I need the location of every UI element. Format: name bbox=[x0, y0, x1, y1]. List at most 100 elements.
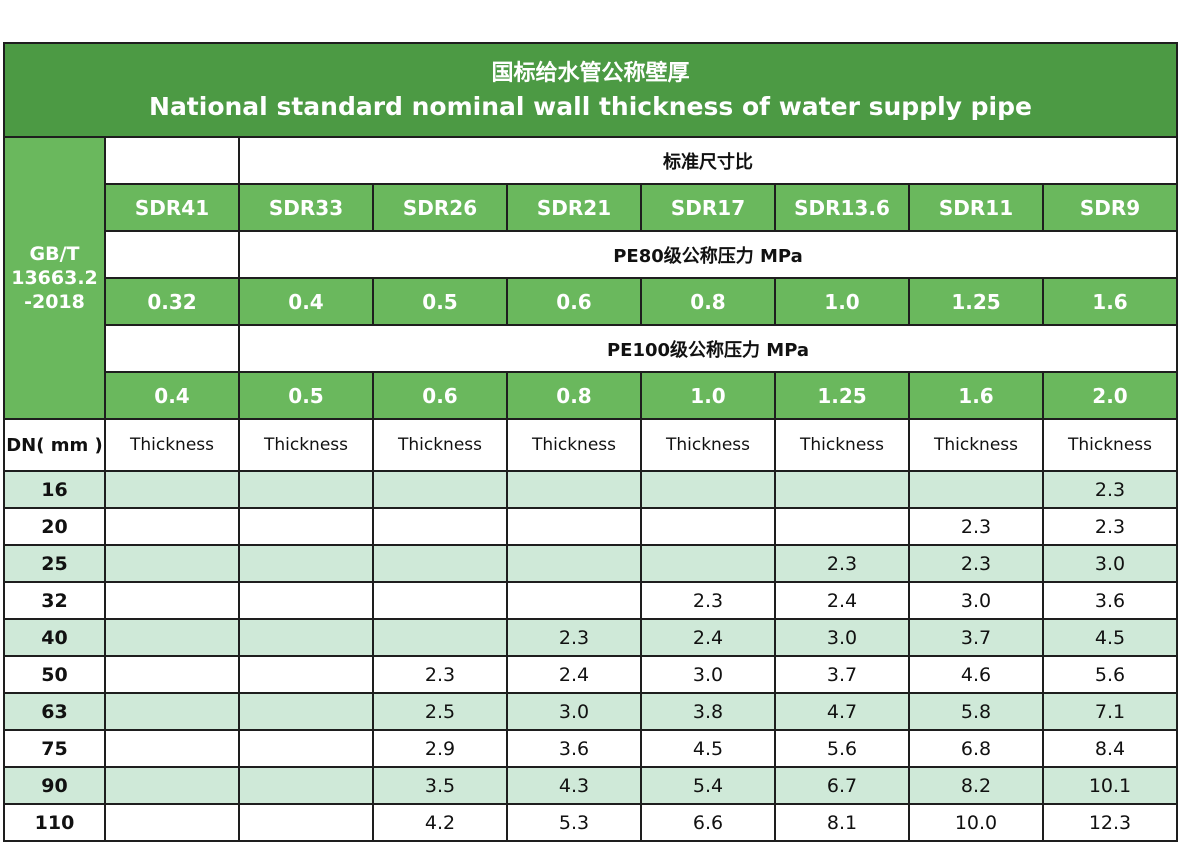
thickness-value: 2.5 bbox=[372, 692, 508, 731]
pe80-pressure-label: PE80级公称压力 MPa bbox=[237, 230, 1179, 279]
thickness-value bbox=[238, 692, 374, 731]
pe100-pressure-cell: 1.25 bbox=[774, 371, 910, 420]
thickness-value: 2.3 bbox=[1041, 470, 1179, 509]
thickness-value: 6.8 bbox=[908, 729, 1044, 768]
pe80-pressure-cell: 0.32 bbox=[104, 277, 240, 326]
thickness-value bbox=[104, 766, 240, 805]
pe80-pressure-cell: 0.8 bbox=[640, 277, 776, 326]
pe80-pressure-cell: 1.6 bbox=[1041, 277, 1179, 326]
pe80-pressure-cell: 0.4 bbox=[238, 277, 374, 326]
sdr-cell: SDR21 bbox=[506, 183, 642, 232]
table-row: 50 2.3 2.4 3.0 3.7 4.6 5.6 bbox=[3, 655, 1179, 694]
thickness-value bbox=[104, 507, 240, 546]
table-row: 16 2.3 bbox=[3, 470, 1179, 509]
thickness-value: 4.3 bbox=[506, 766, 642, 805]
sdr-cell: SDR26 bbox=[372, 183, 508, 232]
sdr-cell: SDR17 bbox=[640, 183, 776, 232]
table-row: 63 2.5 3.0 3.8 4.7 5.8 7.1 bbox=[3, 692, 1179, 731]
thickness-value: 5.6 bbox=[774, 729, 910, 768]
thickness-value: 5.6 bbox=[1041, 655, 1179, 694]
dn-cell: 63 bbox=[3, 692, 106, 731]
thickness-value bbox=[372, 581, 508, 620]
sdr-cell: SDR9 bbox=[1041, 183, 1179, 232]
thickness-column-label: Thickness bbox=[774, 418, 910, 472]
pe80-pressure-cell: 1.0 bbox=[774, 277, 910, 326]
thickness-value bbox=[104, 470, 240, 509]
dn-cell: 20 bbox=[3, 507, 106, 546]
table-row: 110 4.2 5.3 6.6 8.1 10.0 12.3 bbox=[3, 803, 1179, 842]
thickness-value: 3.8 bbox=[640, 692, 776, 731]
thickness-value bbox=[908, 470, 1044, 509]
thickness-value bbox=[640, 544, 776, 583]
pe100-pressure-cell: 0.8 bbox=[506, 371, 642, 420]
thickness-column-label: Thickness bbox=[104, 418, 240, 472]
thickness-value bbox=[506, 507, 642, 546]
pe80-pressure-row: 0.32 0.4 0.5 0.6 0.8 1.0 1.25 1.6 bbox=[4, 277, 1179, 326]
thickness-value: 2.3 bbox=[640, 581, 776, 620]
thickness-value bbox=[372, 470, 508, 509]
blank-cell bbox=[104, 230, 240, 279]
dn-cell: 40 bbox=[3, 618, 106, 657]
thickness-value: 6.7 bbox=[774, 766, 910, 805]
dn-cell: 16 bbox=[3, 470, 106, 509]
thickness-column-label: Thickness bbox=[908, 418, 1044, 472]
dn-cell: 90 bbox=[3, 766, 106, 805]
thickness-value: 4.5 bbox=[1041, 618, 1179, 657]
thickness-column-label: Thickness bbox=[372, 418, 508, 472]
thickness-value: 3.0 bbox=[1041, 544, 1179, 583]
thickness-value bbox=[506, 544, 642, 583]
wall-thickness-table-container: 国标给水管公称壁厚 National standard nominal wall… bbox=[2, 42, 1179, 842]
dn-cell: 50 bbox=[3, 655, 106, 694]
thickness-column-label: Thickness bbox=[640, 418, 776, 472]
table-row: 40 2.3 2.4 3.0 3.7 4.5 bbox=[3, 618, 1179, 657]
thickness-value: 2.3 bbox=[506, 618, 642, 657]
title-chinese: 国标给水管公称壁厚 bbox=[491, 61, 690, 86]
blank-cell bbox=[104, 324, 240, 373]
thickness-value: 7.1 bbox=[1041, 692, 1179, 731]
thickness-value bbox=[238, 507, 374, 546]
blank-cell bbox=[104, 136, 240, 185]
sdr-cell: SDR33 bbox=[238, 183, 374, 232]
thickness-value: 4.6 bbox=[908, 655, 1044, 694]
thickness-header-row: DN( mm ) Thickness Thickness Thickness Thic… bbox=[3, 418, 1179, 472]
dn-cell: 110 bbox=[3, 803, 106, 842]
pe80-pressure-cell: 1.25 bbox=[908, 277, 1044, 326]
table-row: 90 3.5 4.3 5.4 6.7 8.2 10.1 bbox=[3, 766, 1179, 805]
thickness-value bbox=[104, 803, 240, 842]
thickness-value bbox=[372, 618, 508, 657]
thickness-value: 3.6 bbox=[1041, 581, 1179, 620]
thickness-value: 3.0 bbox=[640, 655, 776, 694]
table-row: 32 2.3 2.4 3.0 3.6 bbox=[3, 581, 1179, 620]
pe100-pressure-label: PE100级公称压力 MPa bbox=[237, 324, 1179, 373]
pe80-pressure-cell: 0.5 bbox=[372, 277, 508, 326]
thickness-value: 2.3 bbox=[908, 507, 1044, 546]
thickness-value: 2.4 bbox=[640, 618, 776, 657]
thickness-value bbox=[372, 544, 508, 583]
thickness-value: 2.3 bbox=[372, 655, 508, 694]
thickness-value bbox=[774, 507, 910, 546]
thickness-value: 8.4 bbox=[1041, 729, 1179, 768]
thickness-value: 6.6 bbox=[640, 803, 776, 842]
thickness-value: 2.9 bbox=[372, 729, 508, 768]
thickness-value: 3.0 bbox=[506, 692, 642, 731]
thickness-value bbox=[640, 470, 776, 509]
pe100-pressure-cell: 2.0 bbox=[1041, 371, 1179, 420]
thickness-value bbox=[238, 766, 374, 805]
sdr-row: SDR41 SDR33 SDR26 SDR21 SDR17 SDR13.6 SDR11 SDR… bbox=[4, 183, 1179, 232]
thickness-value: 3.7 bbox=[774, 655, 910, 694]
thickness-value bbox=[506, 581, 642, 620]
thickness-value: 3.6 bbox=[506, 729, 642, 768]
sdr-label: 标准尺寸比 bbox=[237, 136, 1179, 185]
thickness-value: 8.1 bbox=[774, 803, 910, 842]
pe100-pressure-cell: 0.4 bbox=[104, 371, 240, 420]
thickness-value: 10.0 bbox=[908, 803, 1044, 842]
thickness-value bbox=[238, 470, 374, 509]
thickness-value bbox=[238, 544, 374, 583]
thickness-value: 3.5 bbox=[372, 766, 508, 805]
table-row: 20 2.3 2.3 bbox=[3, 507, 1179, 546]
thickness-value: 8.2 bbox=[908, 766, 1044, 805]
thickness-value bbox=[238, 618, 374, 657]
wall-thickness-table: 国标给水管公称壁厚 National standard nominal wall… bbox=[2, 42, 1179, 842]
thickness-value: 12.3 bbox=[1041, 803, 1179, 842]
thickness-value bbox=[104, 655, 240, 694]
